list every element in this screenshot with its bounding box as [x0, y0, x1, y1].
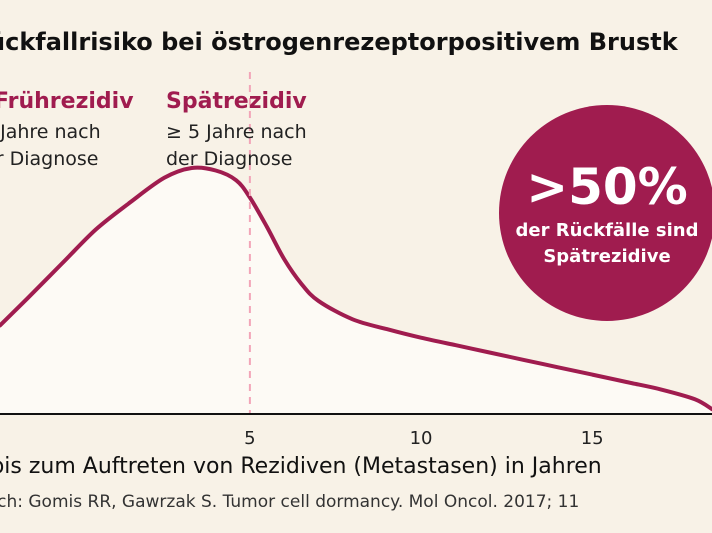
risk-area-fill: [0, 167, 712, 414]
chart-title: ückfallrisiko bei östrogenrezeptorpositi…: [0, 28, 679, 56]
x-tick-label-15: 15: [581, 428, 604, 449]
late-recurrence-line-2: der Diagnose: [166, 148, 292, 170]
early-recurrence-line-1: < 5 Jahre nach: [0, 121, 101, 143]
x-axis-ticks: 5 10 15: [244, 428, 603, 449]
x-tick-label-10: 10: [410, 428, 433, 449]
late-recurrence-line-1: ≥ 5 Jahre nach: [166, 121, 307, 143]
x-tick-label-5: 5: [244, 428, 255, 449]
badge-percentage: >50%: [526, 158, 688, 216]
risk-curve-line: [0, 165, 712, 412]
badge-line-2: Spätrezidive: [543, 246, 670, 267]
badge-line-1: der Rückfälle sind: [516, 220, 699, 241]
late-recurrence-badge: >50% der Rückfälle sind Spätrezidive: [499, 105, 712, 321]
early-recurrence-line-2: der Diagnose: [0, 148, 98, 170]
badge-circle: [499, 105, 712, 321]
x-axis-label: Zeit bis zum Auftreten von Rezidiven (Me…: [0, 454, 602, 479]
early-recurrence-title: Frührezidiv: [0, 89, 134, 114]
source-note: Nach: Gomis RR, Gawrzak S. Tumor cell do…: [0, 492, 579, 512]
late-recurrence-title: Spätrezidiv: [166, 89, 307, 114]
